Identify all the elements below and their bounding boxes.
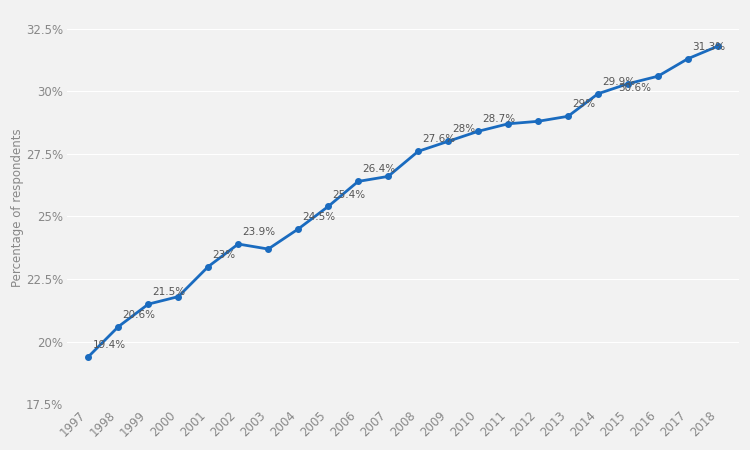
Text: 26.4%: 26.4% xyxy=(362,164,395,175)
Text: 31.3%: 31.3% xyxy=(692,42,725,52)
Text: 28.7%: 28.7% xyxy=(482,114,515,124)
Text: 25.4%: 25.4% xyxy=(332,189,365,199)
Text: 19.4%: 19.4% xyxy=(92,340,126,350)
Text: 20.6%: 20.6% xyxy=(122,310,155,320)
Text: 23%: 23% xyxy=(212,250,236,260)
Text: 28%: 28% xyxy=(452,124,476,135)
Text: 24.5%: 24.5% xyxy=(302,212,335,222)
Text: 27.6%: 27.6% xyxy=(422,135,455,144)
Text: 30.6%: 30.6% xyxy=(618,83,651,93)
Text: 29.9%: 29.9% xyxy=(602,77,635,87)
Y-axis label: Percentage of respondents: Percentage of respondents xyxy=(11,128,24,287)
Text: 23.9%: 23.9% xyxy=(242,227,275,237)
Text: 29%: 29% xyxy=(572,99,596,109)
Text: 21.5%: 21.5% xyxy=(152,287,185,297)
